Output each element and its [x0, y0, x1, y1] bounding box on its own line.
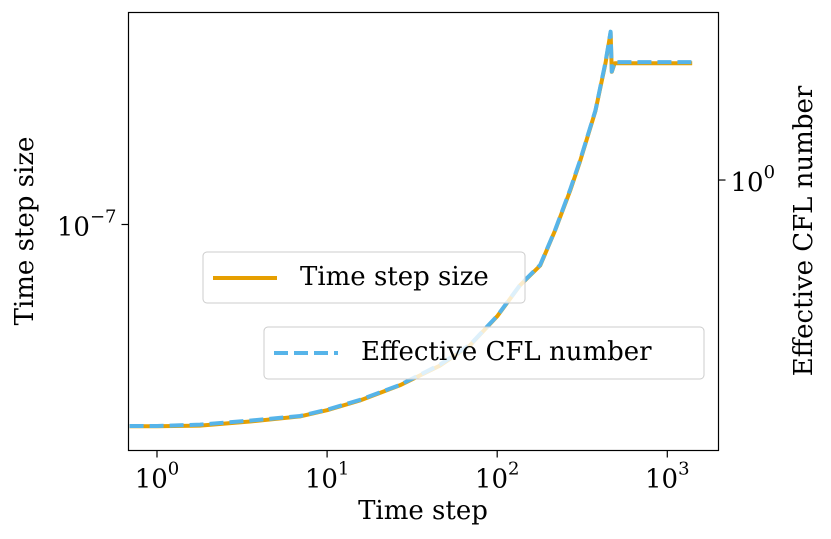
- x-axis-label: Time step: [358, 496, 488, 526]
- x-tick-label: 103: [645, 459, 690, 495]
- x-tick-label: 101: [305, 459, 350, 495]
- legend-label: Effective CFL number: [361, 337, 652, 367]
- y-axis-label: Time step size: [10, 137, 40, 326]
- x-tick-label: 100: [135, 459, 180, 495]
- y2-axis-label: Effective CFL number: [789, 85, 819, 376]
- y-tick-label: 10−7: [57, 206, 117, 242]
- legend-box: [263, 326, 705, 380]
- legend-box: [202, 251, 526, 304]
- legend-label: Time step size: [300, 262, 489, 292]
- data-line: [129, 29, 693, 428]
- y2-tick-label: 100: [731, 162, 776, 198]
- x-tick-label: 102: [475, 459, 520, 495]
- plot-frame: [127, 11, 720, 452]
